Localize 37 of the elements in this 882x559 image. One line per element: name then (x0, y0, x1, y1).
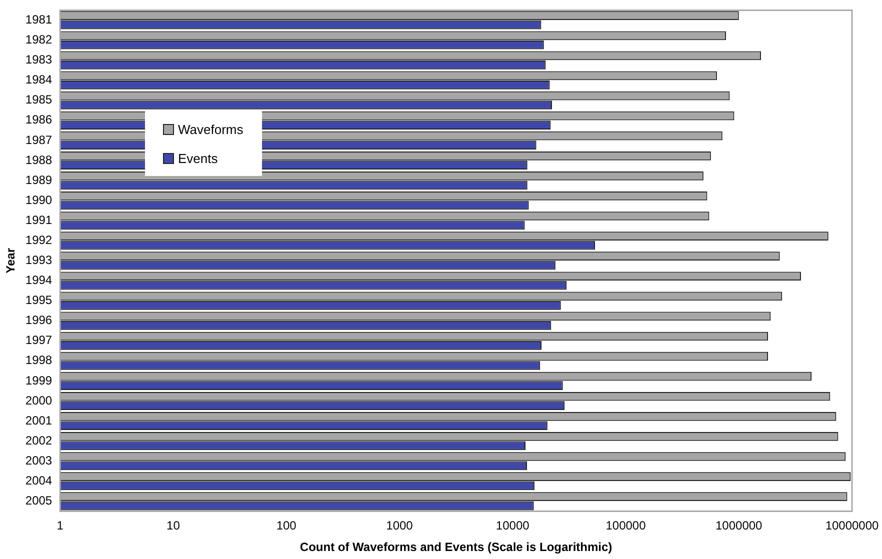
x-tick-label: 100 (276, 518, 297, 533)
y-tick-label: 1997 (25, 333, 52, 348)
y-tick-label: 1982 (25, 32, 52, 47)
y-tick-label: 1984 (25, 72, 52, 87)
x-axis-title: Count of Waveforms and Events (Scale is Logarithmic) (300, 540, 612, 554)
y-tick-label: 1987 (25, 132, 52, 147)
y-tick-label: 2002 (25, 433, 52, 448)
y-tick-label: 1991 (25, 212, 52, 227)
y-tick-label: 2004 (25, 473, 52, 488)
y-tick-label: 2003 (25, 453, 52, 468)
y-tick-label: 1998 (25, 353, 52, 368)
y-tick-label: 1989 (25, 172, 52, 187)
y-tick-label: 2001 (25, 413, 52, 428)
y-tick-label: 2005 (25, 493, 52, 508)
x-tick-label: 10000000 (825, 518, 880, 533)
legend-label: Waveforms (178, 122, 244, 137)
y-tick-label: 1995 (25, 293, 52, 308)
x-tick-label: 1000000 (716, 518, 763, 533)
legend-label: Events (178, 151, 218, 166)
x-tick-label: 10000 (496, 518, 530, 533)
x-tick-label: 10 (166, 518, 180, 533)
y-tick-label: 1983 (25, 52, 52, 67)
y-tick-label: 1994 (25, 273, 52, 288)
y-axis-title: Year (4, 248, 18, 274)
y-tick-label: 1985 (25, 92, 52, 107)
x-tick-label: 1000 (386, 518, 414, 533)
y-tick-label: 1999 (25, 373, 52, 388)
y-tick-label: 1988 (25, 152, 52, 167)
x-tick-label: 1 (56, 518, 64, 533)
y-tick-label: 1993 (25, 253, 52, 268)
y-tick-label: 1990 (25, 192, 52, 207)
y-tick-label: 2000 (25, 393, 52, 408)
y-tick-label: 1986 (25, 112, 52, 127)
y-tick-label: 1992 (25, 232, 52, 247)
x-tick-label: 100000 (606, 518, 646, 533)
y-tick-label: 1996 (25, 313, 52, 328)
y-tick-label: 1981 (25, 12, 52, 27)
